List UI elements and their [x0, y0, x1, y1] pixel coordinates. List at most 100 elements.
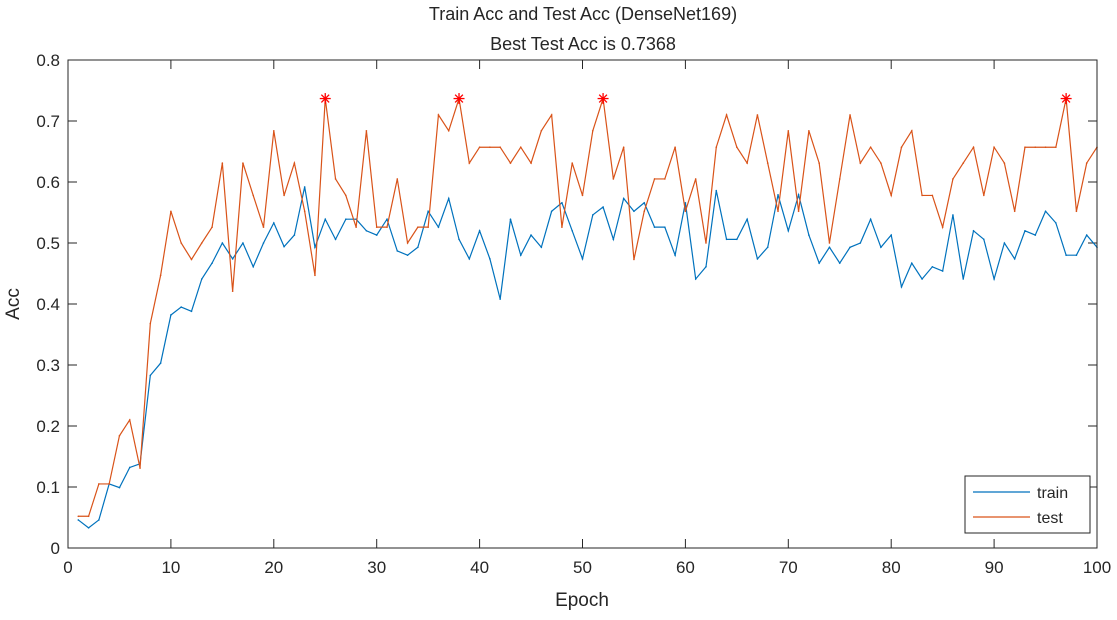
data-point-train	[993, 278, 995, 280]
data-point-train	[602, 206, 604, 208]
plot-area	[68, 60, 1097, 548]
data-point-test	[1024, 146, 1026, 149]
data-point-test	[128, 419, 131, 421]
y-tick-label: 0.2	[36, 417, 60, 436]
data-point-test	[674, 146, 676, 149]
data-point-test	[417, 226, 419, 228]
data-point-test	[931, 194, 934, 197]
data-point-train	[756, 258, 759, 260]
data-point-test	[334, 178, 337, 180]
data-point-train	[674, 254, 676, 256]
x-tick-label: 40	[470, 558, 489, 577]
data-point-test	[1044, 146, 1047, 149]
data-point-train	[180, 306, 182, 308]
y-tick-label: 0.5	[36, 234, 60, 253]
data-point-test	[561, 226, 563, 228]
data-point-train	[941, 270, 944, 272]
data-point-train	[736, 238, 738, 241]
data-point-train	[365, 230, 368, 232]
data-point-test	[571, 162, 574, 164]
series-line-train	[77, 186, 1098, 529]
data-point-train	[386, 218, 388, 221]
data-point-test	[242, 162, 244, 164]
data-point-test	[159, 274, 162, 277]
data-point-train	[1013, 258, 1016, 260]
x-tick-label: 20	[264, 558, 283, 577]
y-tick-label: 0.4	[36, 295, 60, 314]
data-point-train	[1044, 210, 1047, 213]
data-point-train	[1085, 234, 1088, 236]
data-point-test	[859, 162, 862, 164]
data-point-train	[519, 254, 522, 256]
data-point-test	[231, 290, 234, 292]
legend-label-test: test	[1037, 510, 1063, 527]
x-tick-label: 60	[676, 558, 695, 577]
data-point-train	[273, 222, 275, 224]
data-point-test	[643, 210, 646, 213]
x-axis-ticks: 0 10 20 30 40 50 60 70 80 90 100	[63, 60, 1111, 577]
data-point-train	[478, 230, 481, 232]
data-point-test	[365, 129, 368, 132]
data-point-test	[499, 146, 501, 149]
data-point-train	[962, 278, 965, 280]
legend-label-train: train	[1037, 485, 1068, 502]
data-point-train	[314, 246, 316, 249]
data-point-test	[262, 226, 265, 228]
data-point-train	[159, 362, 162, 364]
data-point-train	[1024, 230, 1026, 232]
data-point-test	[406, 242, 409, 244]
data-point-train	[190, 310, 193, 313]
data-point-train	[118, 486, 121, 489]
data-point-test	[550, 114, 553, 116]
data-point-test	[293, 162, 296, 164]
data-point-train	[746, 218, 748, 221]
data-point-test	[962, 162, 965, 164]
data-point-test	[828, 242, 831, 244]
data-point-test	[252, 194, 255, 197]
data-point-test	[98, 483, 100, 485]
y-tick-label: 0.1	[36, 478, 60, 497]
data-point-test	[211, 226, 213, 228]
data-point-test	[633, 258, 635, 261]
data-point-train	[540, 246, 543, 249]
chart-title: Train Acc and Test Acc (DenseNet169)	[429, 4, 737, 24]
data-point-test	[1013, 210, 1016, 213]
data-point-train	[77, 519, 80, 521]
data-point-test	[509, 162, 512, 164]
data-point-test	[447, 129, 450, 132]
data-point-test	[880, 162, 882, 164]
data-point-test	[1075, 210, 1078, 213]
data-point-train	[880, 246, 882, 249]
data-point-train	[530, 234, 532, 236]
data-point-test	[736, 146, 738, 149]
data-point-train	[242, 242, 244, 244]
data-point-test	[787, 129, 790, 132]
data-point-train	[910, 262, 913, 264]
data-point-train	[931, 265, 934, 268]
data-point-train	[1055, 222, 1057, 224]
data-point-test	[396, 178, 399, 180]
data-point-test	[190, 258, 193, 261]
data-point-train	[221, 242, 224, 244]
data-point-test	[622, 146, 625, 149]
data-point-train	[468, 258, 471, 260]
data-point-train	[87, 527, 90, 529]
x-tick-label: 10	[161, 558, 180, 577]
data-point-train	[334, 238, 337, 241]
data-point-test	[540, 129, 543, 132]
x-tick-label: 30	[367, 558, 386, 577]
data-point-train	[262, 242, 265, 244]
y-tick-label: 0.7	[36, 112, 60, 131]
series-line-test	[78, 98, 1098, 517]
data-point-test	[849, 114, 851, 116]
data-point-test	[715, 146, 718, 149]
data-point-train	[1075, 254, 1078, 256]
data-point-test	[838, 178, 841, 180]
data-point-train	[900, 286, 903, 288]
plot-frame	[67, 59, 1098, 549]
data-point-train	[417, 246, 419, 249]
x-tick-label: 100	[1083, 558, 1111, 577]
data-point-train	[972, 230, 975, 232]
data-point-test	[1055, 146, 1057, 149]
